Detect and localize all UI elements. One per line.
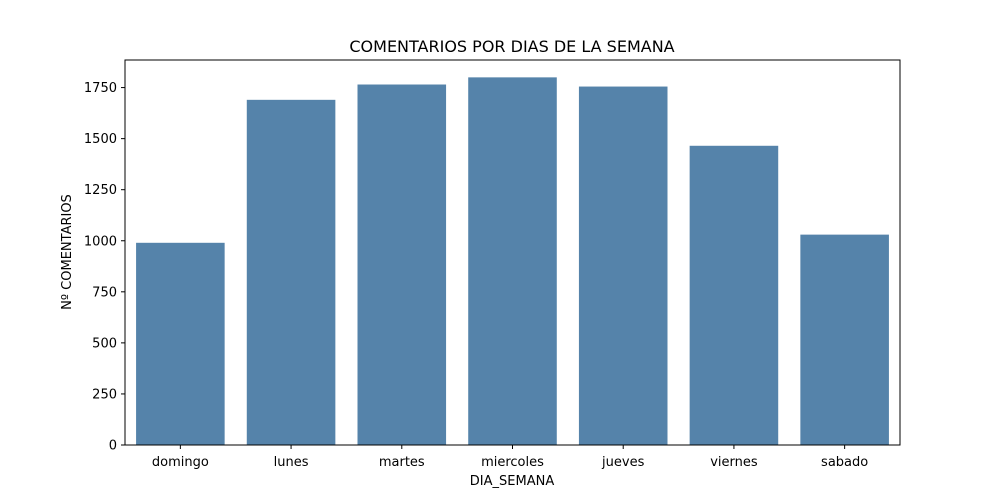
bar-lunes — [246, 99, 336, 446]
x-tick-label: lunes — [274, 455, 309, 470]
bar-domingo — [136, 242, 225, 445]
y-tick-label: 1000 — [84, 234, 117, 249]
x-tick-label: martes — [379, 455, 425, 470]
y-tick-label: 250 — [92, 387, 117, 402]
bars-group — [136, 77, 889, 446]
x-tick-label: miercoles — [481, 455, 544, 470]
bar-viernes — [689, 145, 779, 446]
x-axis-ticks: domingo lunes martes miercoles jueves viernes… — [152, 445, 868, 470]
y-tick-label: 500 — [92, 336, 117, 351]
x-tick-label: jueves — [601, 455, 645, 470]
y-tick-label: 0 — [109, 439, 117, 454]
y-axis-ticks: 0 250 500 750 1000 1250 1500 1750 — [84, 81, 125, 454]
x-tick-label: domingo — [152, 455, 209, 470]
y-tick-label: 750 — [92, 285, 117, 300]
y-tick-label: 1250 — [84, 183, 117, 198]
x-tick-label: sabado — [821, 455, 868, 470]
bar-jueves — [578, 86, 668, 445]
x-axis-label: DIA_SEMANA — [470, 474, 555, 489]
bar-martes — [357, 84, 447, 446]
y-tick-label: 1750 — [84, 81, 117, 96]
bar-sabado — [800, 234, 889, 445]
y-tick-label: 1500 — [84, 132, 117, 147]
bar-miercoles — [468, 77, 557, 445]
x-tick-label: viernes — [710, 455, 758, 470]
chart-title: COMENTARIOS POR DIAS DE LA SEMANA — [349, 37, 674, 56]
plot-frame — [124, 59, 901, 446]
y-axis-label: Nº COMENTARIOS — [60, 194, 75, 310]
